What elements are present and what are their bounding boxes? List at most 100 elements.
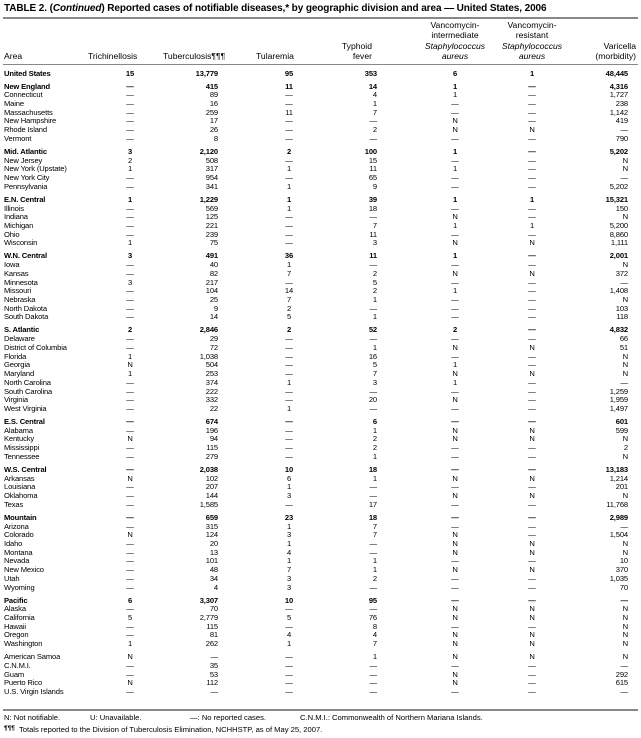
- cell-area: Indiana: [4, 212, 28, 222]
- table-row: Montana — 13 4 — N N N: [0, 548, 641, 557]
- cell-vrsa: —: [528, 277, 536, 287]
- cell-tularemia: —: [285, 660, 293, 670]
- cell-trichinellosis: —: [126, 181, 134, 191]
- cell-typhoid-fever: 1: [372, 295, 377, 304]
- cell-trichinellosis: —: [126, 90, 134, 100]
- cell-visa: N: [452, 678, 458, 688]
- cell-visa: 1: [452, 360, 458, 370]
- cell-visa: N: [452, 604, 458, 614]
- cell-trichinellosis: —: [126, 565, 134, 575]
- cell-vrsa: —: [528, 116, 536, 126]
- cell-area: Vermont: [4, 133, 32, 143]
- cell-vrsa: N: [529, 547, 535, 557]
- cell-varicella: 8,860: [609, 229, 628, 239]
- cell-tularemia: —: [285, 604, 293, 614]
- cell-area: United States: [4, 68, 51, 78]
- cell-tularemia: —: [285, 99, 293, 108]
- cell-vrsa: N: [529, 630, 535, 640]
- cell-tuberculosis: 35: [209, 660, 218, 670]
- cell-area: South Carolina: [4, 386, 53, 396]
- cell-varicella: 4,832: [609, 325, 628, 335]
- cell-tularemia: 3: [286, 582, 292, 592]
- cell-varicella: 5,200: [609, 220, 628, 230]
- cell-visa: —: [451, 107, 459, 117]
- table-row: Wisconsin 1 75 — 3 N N 1,111: [0, 238, 641, 247]
- cell-area: Oregon: [4, 630, 29, 640]
- table-title: TABLE 2. (Continued) Reported cases of n…: [4, 3, 547, 14]
- table-row: Texas — 1,585 — 17 — — 11,768: [0, 500, 641, 509]
- cell-varicella: 1,727: [609, 90, 628, 100]
- cell-varicella: N: [622, 295, 628, 304]
- header-line: Typhoid: [341, 41, 372, 51]
- cell-visa: N: [452, 425, 458, 435]
- cell-tularemia: 5: [286, 312, 292, 322]
- cell-tuberculosis: 13: [209, 547, 218, 557]
- cell-visa: —: [451, 660, 459, 670]
- cell-area: Mississippi: [4, 443, 40, 453]
- cell-trichinellosis: —: [126, 512, 134, 522]
- legend-dash: —: No reported cases.: [190, 713, 266, 722]
- header-line: Vancomycin-: [507, 20, 557, 30]
- cell-tuberculosis: 22: [209, 403, 218, 413]
- cell-vrsa: —: [528, 595, 536, 605]
- cell-varicella: 48,445: [605, 68, 628, 78]
- cell-tuberculosis: 504: [205, 360, 218, 370]
- cell-vrsa: —: [528, 573, 536, 583]
- table-row: E.S. Central — 674 — 6 — — 601: [0, 417, 641, 426]
- cell-area: Minnesota: [4, 277, 38, 287]
- header-line: Varicella: [603, 41, 636, 51]
- cell-area: Alaska: [4, 604, 26, 614]
- cell-tuberculosis: 16: [209, 99, 218, 108]
- cell-varicella: —: [620, 125, 629, 135]
- cell-visa: 1: [452, 377, 458, 387]
- cell-vrsa: N: [529, 425, 535, 435]
- cell-typhoid-fever: —: [369, 334, 378, 344]
- cell-visa: 1: [452, 164, 458, 174]
- table-row: North Dakota — 9 2 — — — 103: [0, 304, 641, 313]
- cell-tuberculosis: 3,307: [199, 595, 218, 605]
- cell-tuberculosis: 9: [213, 303, 218, 313]
- cell-vrsa: —: [528, 203, 536, 213]
- cell-vrsa: —: [528, 181, 536, 191]
- cell-varicella: 599: [615, 425, 628, 435]
- cell-area: California: [4, 613, 35, 622]
- cell-typhoid-fever: 3: [372, 238, 377, 248]
- cell-typhoid-fever: —: [369, 386, 378, 396]
- cell-varicella: 2: [623, 443, 628, 453]
- cell-tularemia: 1: [286, 538, 292, 548]
- cell-tuberculosis: 124: [205, 530, 218, 540]
- cell-typhoid-fever: 1: [372, 342, 377, 352]
- cell-vrsa: —: [528, 621, 536, 631]
- cell-varicella: N: [622, 212, 628, 222]
- cell-area: Arizona: [4, 521, 29, 531]
- header-trichinellosis: Trichinellosis: [88, 51, 138, 61]
- header-line: Staphylococcus: [424, 40, 486, 51]
- table-row: Iowa — 40 1 — — — N: [0, 260, 641, 269]
- cell-area: Washington: [4, 639, 43, 649]
- cell-typhoid-fever: —: [369, 482, 378, 492]
- cell-visa: N: [452, 125, 458, 135]
- cell-area: Pennsylvania: [4, 181, 48, 191]
- cell-area: District of Columbia: [4, 342, 67, 352]
- cell-varicella: 150: [615, 203, 628, 213]
- cell-area: Georgia: [4, 360, 30, 370]
- title-continued: Continued: [52, 3, 102, 14]
- cell-trichinellosis: —: [126, 395, 134, 405]
- cell-vrsa: —: [528, 133, 536, 143]
- cell-trichinellosis: —: [126, 660, 134, 670]
- cell-varicella: N: [622, 260, 628, 270]
- cell-typhoid-fever: 18: [368, 512, 377, 522]
- cell-tularemia: 36: [284, 251, 294, 261]
- table-row: Oregon — 81 4 4 N N N: [0, 630, 641, 639]
- cell-tularemia: 3: [286, 530, 292, 540]
- table-row: Maryland 1 253 — 7 N N N: [0, 369, 641, 378]
- cell-vrsa: N: [529, 613, 535, 622]
- cell-visa: 1: [452, 90, 458, 100]
- cell-trichinellosis: —: [126, 377, 134, 387]
- cell-area: E.S. Central: [4, 416, 45, 426]
- cell-tuberculosis: 374: [205, 377, 218, 387]
- cell-trichinellosis: 1: [127, 639, 133, 649]
- cell-visa: —: [451, 386, 459, 396]
- cell-visa: N: [452, 369, 458, 378]
- cell-vrsa: N: [529, 268, 535, 278]
